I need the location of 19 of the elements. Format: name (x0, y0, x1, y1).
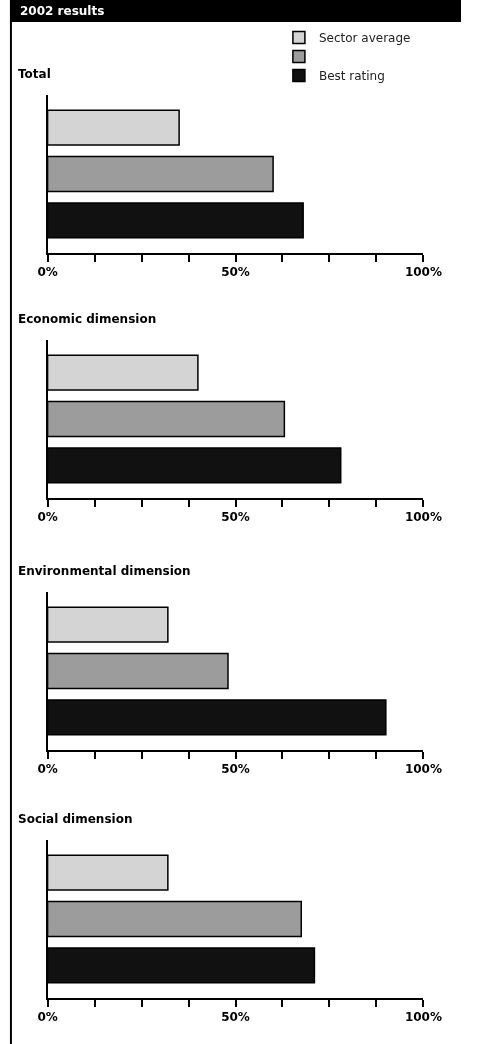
x-tick-label: 100% (404, 265, 442, 280)
x-tick-label: 100% (404, 1010, 442, 1025)
x-tick-label: 0% (37, 265, 58, 280)
text: 2002 results (20, 4, 105, 18)
legend-label: Sector average (318, 31, 411, 46)
legend-label: Best rating (318, 69, 385, 84)
x-tick-label: 50% (221, 1010, 250, 1025)
x-tick-label: 100% (404, 762, 442, 777)
x-tick-label: 0% (37, 510, 58, 525)
x-tick-label: 0% (37, 1010, 58, 1025)
x-tick-label: 50% (221, 762, 250, 777)
x-tick-label: 50% (221, 510, 250, 525)
chart-title: Total (18, 67, 51, 81)
chart-title: Social dimension (18, 812, 133, 826)
x-tick-label: 100% (404, 510, 442, 525)
x-tick-label: 50% (221, 265, 250, 280)
x-tick-label: 0% (37, 762, 58, 777)
chart-title: Environmental dimension (18, 564, 191, 578)
chart-title: Economic dimension (18, 312, 157, 326)
